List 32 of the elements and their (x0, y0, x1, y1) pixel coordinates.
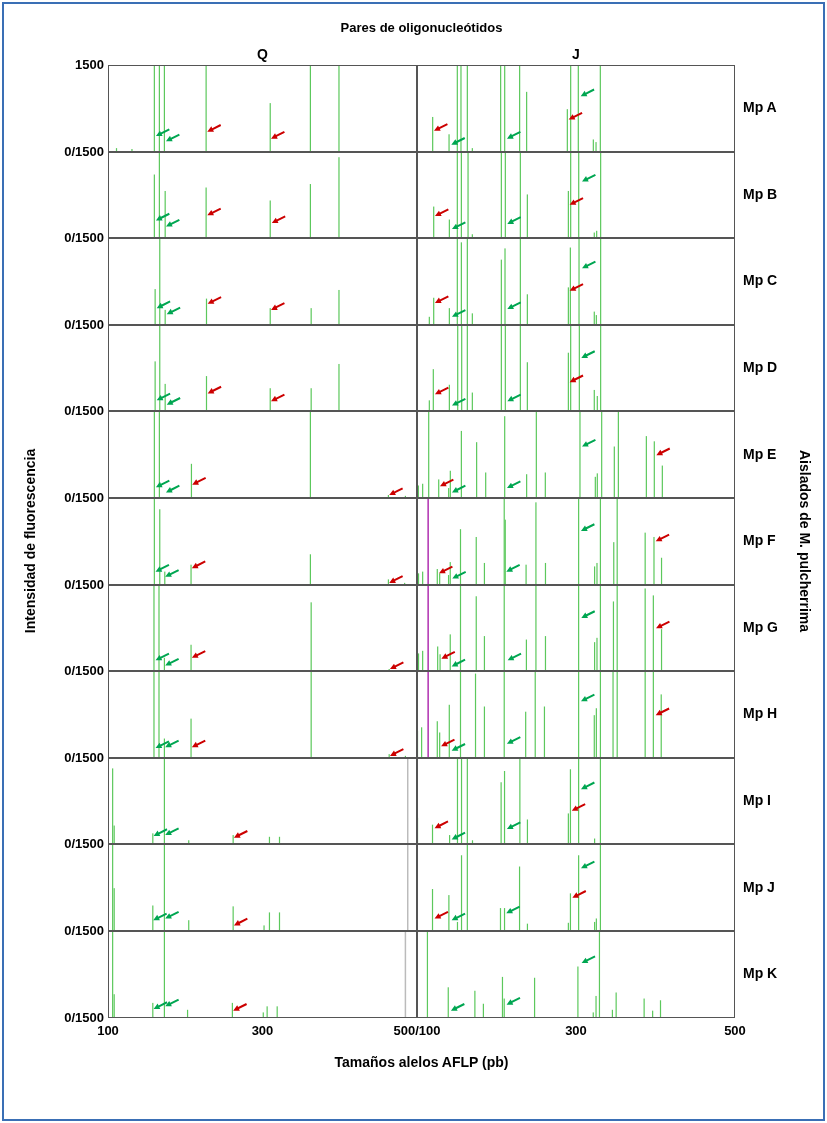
text: 0/1500 (64, 316, 104, 333)
y2-axis-title: Mp D (743, 359, 779, 376)
y2-axis-title: Mp A (743, 99, 778, 116)
text: 0/1500 (64, 922, 104, 939)
chart-title: J (571, 46, 581, 62)
x-tick-label: 500/100 (393, 1022, 441, 1038)
x-tick-label: 500 (724, 1022, 746, 1038)
text: 0/1500 (64, 403, 104, 420)
y2-axis-title: Mp J (743, 878, 776, 895)
chart-title: Q (256, 46, 269, 62)
text: 0/1500 (64, 576, 104, 593)
text: 1500 (75, 57, 104, 73)
text: 0/1500 (64, 143, 104, 160)
y2-axis-title: Mp F (743, 532, 776, 549)
y2-axis-title: Mp C (743, 272, 779, 289)
y2-axis-title: Mp G (743, 618, 778, 635)
x-axis-title: Tamaños alelos AFLP (pb) (333, 1053, 510, 1070)
y-axis-title: Intensidad de fluorescencia (22, 449, 38, 634)
y2-axis-title: Mp K (743, 965, 779, 982)
text: 0/1500 (64, 749, 104, 766)
text: 0/1500 (64, 489, 104, 506)
x-tick-label: 300 (251, 1022, 274, 1038)
x-tick-label: 300 (565, 1022, 587, 1038)
y2-axis-title: Mp E (743, 445, 777, 462)
chart-subtitle: Pares de oligonucleótidos (339, 20, 504, 35)
y2-axis-title: Mp H (743, 705, 779, 722)
text: 0/1500 (64, 230, 104, 247)
text: 0/1500 (64, 836, 104, 853)
y2-axis-title: Mp I (743, 792, 772, 809)
text: 0/1500 (64, 663, 104, 680)
text: Aislados de M. pulcherrima (797, 450, 813, 633)
y2-axis-title: Mp B (743, 185, 779, 202)
